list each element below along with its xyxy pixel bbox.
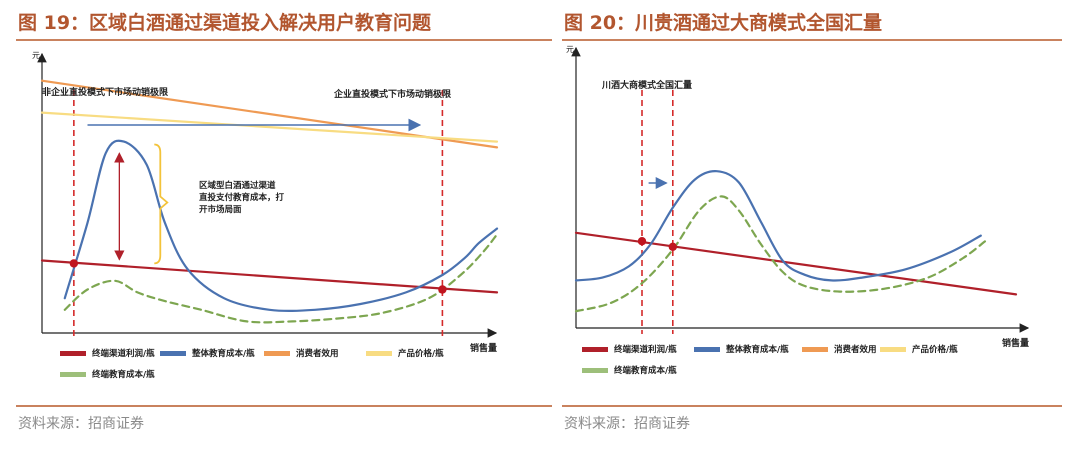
legend-swatch-1	[694, 347, 720, 352]
legend-label-2: 消费者效用	[834, 344, 877, 355]
series-line-终端渠道利润/瓶	[40, 259, 499, 294]
annotation-text-line-1: 直投支付教育成本，打	[199, 192, 285, 203]
intersection-point-1	[438, 285, 447, 294]
legend-swatch-4	[60, 372, 86, 377]
legend-label-4: 终端教育成本/瓶	[91, 369, 155, 380]
legend-label-1: 整体教育成本/瓶	[192, 348, 255, 359]
legend-swatch-2	[802, 347, 828, 352]
source-rule	[16, 405, 552, 407]
legend-swatch-3	[880, 347, 906, 352]
legend-swatch-4	[582, 368, 608, 373]
y-axis-label: 元	[566, 45, 574, 54]
series-line-终端教育成本/瓶	[63, 233, 499, 324]
legend-label-3: 产品价格/瓶	[398, 348, 444, 359]
annotation-text-line-2: 开市场局面	[199, 204, 242, 215]
legend-swatch-0	[60, 351, 86, 356]
series-line-终端教育成本/瓶	[574, 195, 987, 313]
x-axis-label: 销售量	[470, 342, 497, 354]
annotation-bracket	[154, 143, 169, 265]
annotation-text-line-0: 区域型白酒通过渠道	[199, 180, 276, 191]
title-rule	[562, 39, 1062, 41]
legend-label-0: 终端渠道利润/瓶	[91, 348, 155, 359]
legend-swatch-1	[160, 351, 186, 356]
figure-19-title: 图 19：区域白酒通过渠道投入解决用户教育问题	[18, 12, 432, 34]
legend-label-1: 整体教育成本/瓶	[726, 344, 789, 355]
legend-label-0: 终端渠道利润/瓶	[613, 344, 677, 355]
figure-20-panel: 图 20：川贵酒通过大商模式全国汇量 元销售量终端渠道利润/瓶 整体教育成本/瓶 消…	[562, 0, 1062, 452]
title-rule	[16, 39, 552, 41]
legend-swatch-0	[582, 347, 608, 352]
legend-swatch-2	[264, 351, 290, 356]
figure-19-panel: 图 19：区域白酒通过渠道投入解决用户教育问题 元销售量终端渠道利润/瓶 整体教育…	[16, 0, 552, 452]
series-line-终端渠道利润/瓶	[574, 231, 1018, 296]
figure-19-source: 资料来源：招商证券	[18, 416, 144, 432]
vline-label-0: 川酒大商模式全国汇量	[601, 79, 692, 91]
intersection-point-1	[668, 242, 677, 251]
legend-label-4: 终端教育成本/瓶	[613, 365, 677, 376]
x-axis-label: 销售量	[1002, 337, 1029, 349]
y-axis-label: 元	[32, 51, 40, 60]
intersection-point-0	[69, 259, 79, 268]
intersection-point-0	[637, 237, 647, 246]
series-line-整体教育成本/瓶	[574, 170, 982, 282]
source-rule	[562, 405, 1062, 407]
series-line-产品价格/瓶	[40, 111, 499, 143]
figure-20-source: 资料来源：招商证券	[564, 416, 690, 432]
vline-label-1: 企业直投模式下市场动销极限	[333, 88, 452, 100]
figure-20-title: 图 20：川贵酒通过大商模式全国汇量	[564, 12, 883, 34]
legend-label-2: 消费者效用	[296, 348, 339, 359]
vline-label-0: 非企业直投模式下市场动销极限	[42, 86, 169, 98]
legend-label-3: 产品价格/瓶	[912, 344, 958, 355]
series-line-整体教育成本/瓶	[63, 139, 499, 312]
legend-swatch-3	[366, 351, 392, 356]
